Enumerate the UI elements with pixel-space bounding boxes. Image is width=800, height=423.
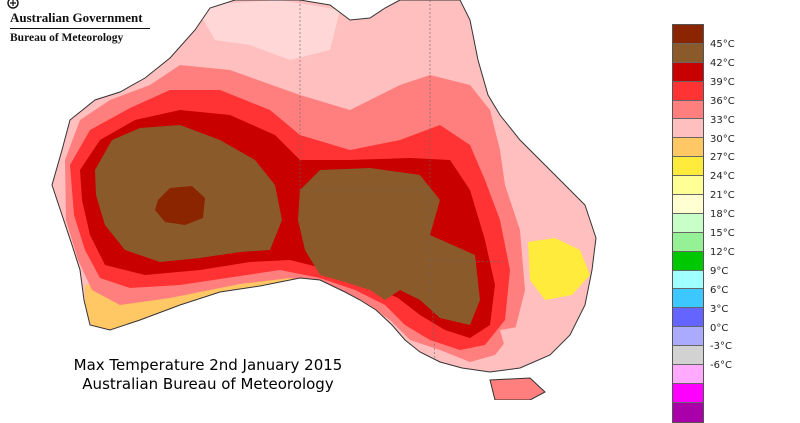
legend-tick-label: 3°C: [710, 303, 729, 315]
coat-of-arms-icon: [7, 0, 19, 9]
legend-tick-label: 18°C: [710, 209, 735, 221]
legend-tick-label: 42°C: [710, 57, 735, 69]
legend-tick-label: 12°C: [710, 246, 735, 258]
legend-tick-label: 9°C: [710, 265, 729, 277]
map-source: Australian Bureau of Meteorology: [82, 375, 334, 393]
legend-swatches: [672, 24, 704, 423]
legend-swatch: [673, 365, 703, 384]
legend-tick-label: 24°C: [710, 171, 735, 183]
legend-tick-label: 45°C: [710, 39, 735, 50]
government-label: Australian Government: [10, 10, 143, 25]
legend-swatch: [673, 346, 703, 366]
legend-tick-label: 33°C: [710, 114, 735, 126]
legend-swatch: [673, 176, 703, 196]
legend-tick-label: -3°C: [710, 341, 732, 353]
branding-divider: [10, 28, 150, 29]
legend-tick-label: 36°C: [710, 95, 735, 107]
legend-swatch: [673, 251, 703, 271]
legend-tick-label: -6°C: [710, 360, 732, 372]
legend-tick-label: 6°C: [710, 284, 729, 296]
zone-45-central: [298, 168, 480, 325]
legend-swatch: [673, 195, 703, 214]
legend-tick-label: 21°C: [710, 190, 735, 202]
legend-swatch: [673, 25, 703, 44]
bom-branding: Australian Government Bureau of Meteorol…: [7, 0, 158, 44]
zone-30-north: [195, 0, 340, 60]
agency-label: Bureau of Meteorology: [10, 32, 124, 44]
legend-swatch: [673, 213, 703, 233]
legend-swatch: [673, 81, 703, 101]
legend-swatch: [673, 232, 703, 252]
legend-swatch: [673, 308, 703, 328]
legend-swatch: [673, 327, 703, 347]
legend-swatch: [673, 157, 703, 177]
temperature-map: [51, 0, 597, 400]
legend-swatch: [673, 138, 703, 158]
map-caption: Max Temperature 2nd January 2015 Austral…: [40, 356, 376, 394]
tasmania: [489, 377, 546, 400]
legend-swatch: [673, 119, 703, 139]
legend-swatch: [673, 43, 703, 63]
map-title: Max Temperature 2nd January 2015: [73, 356, 343, 374]
zone-30-east: [528, 238, 590, 300]
zone-46-core: [155, 186, 205, 225]
legend-swatch: [673, 100, 703, 120]
legend-tick-label: 39°C: [710, 76, 735, 88]
legend-tick-label: 27°C: [710, 152, 735, 164]
zone-36-southeast: [500, 325, 555, 366]
color-legend: 45°C 42°C 39°C 36°C 33°C 30°C 27°C 24°C 21°C 18°C…: [672, 24, 792, 423]
legend-swatch: [673, 402, 703, 422]
legend-tick-label: 15°C: [710, 228, 735, 239]
legend-swatch: [673, 289, 703, 309]
legend-swatch: [673, 270, 703, 290]
legend-tick-label: 30°C: [710, 133, 735, 145]
legend-tick-label: 0°C: [710, 322, 729, 334]
state-borders: [299, 0, 506, 361]
coastline: [51, 0, 597, 373]
legend-swatch: [673, 62, 703, 82]
